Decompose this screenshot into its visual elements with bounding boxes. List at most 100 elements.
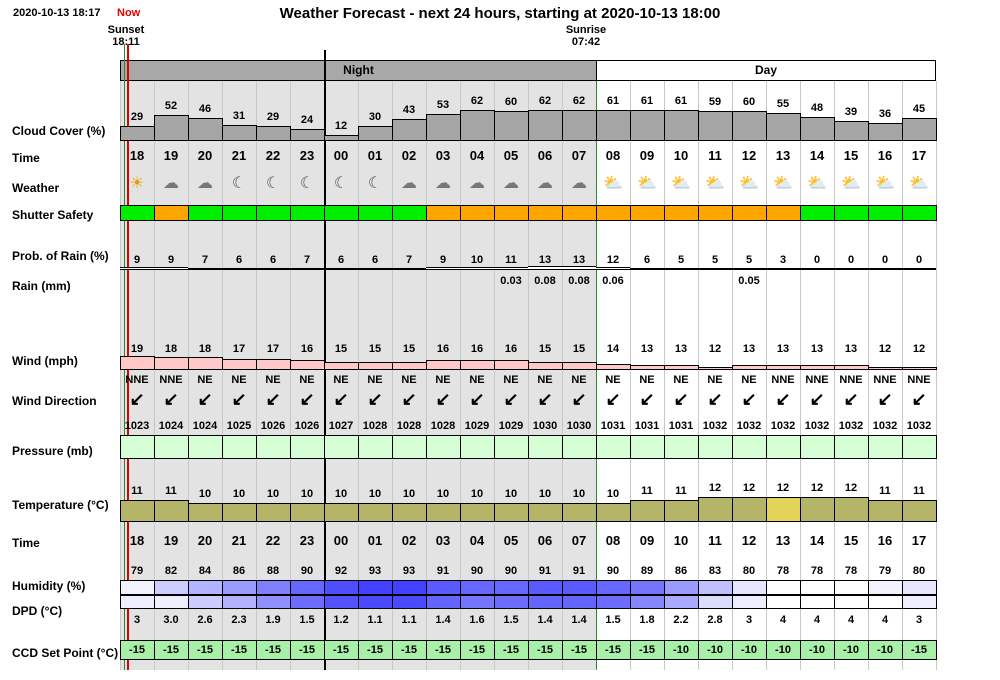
row-label-temperature: Temperature (°C) [12, 498, 109, 512]
prob-rain-value: 10 [470, 254, 484, 266]
prob-rain-value: 3 [779, 254, 787, 266]
cloud-cover-bar [596, 110, 631, 141]
cloud-cover-bar [902, 118, 937, 141]
wind-value: 15 [402, 343, 416, 355]
pressure-bar [902, 435, 937, 459]
temperature-bar [324, 503, 359, 522]
pressure-value: 1032 [906, 420, 932, 432]
wind-bar [120, 356, 155, 370]
pressure-bar [562, 435, 597, 459]
cloud-cover-value: 48 [810, 102, 824, 114]
wind-bar [698, 367, 733, 370]
wind-bar [358, 362, 393, 370]
humidity-value: 79 [878, 565, 892, 577]
temperature-bar [188, 503, 223, 522]
temperature-bar [494, 503, 529, 522]
column-divider [630, 81, 631, 670]
cloud-cover-bar [630, 110, 665, 141]
ccd-setpoint-value: -10 [809, 644, 825, 656]
temperature-bar [664, 500, 699, 522]
pressure-bar [188, 435, 223, 459]
wind-value: 13 [776, 343, 790, 355]
ccd-setpoint-value: -15 [571, 644, 587, 656]
ccd-setpoint-value: -15 [333, 644, 349, 656]
wind-direction-value: NE [605, 374, 621, 386]
wind-direction-value: NE [231, 374, 247, 386]
sunset-time: 18:11 [112, 36, 140, 48]
column-divider [256, 81, 257, 670]
dpd-cell [596, 595, 631, 609]
pressure-value: 1026 [294, 420, 320, 432]
ccd-setpoint-value: -15 [605, 644, 621, 656]
row-label-cloud: Cloud Cover (%) [12, 124, 106, 138]
moon-icon: ☾ [367, 175, 383, 192]
wind-bar [902, 367, 937, 370]
dpd-value: 1.9 [265, 614, 281, 626]
shutter-safety-cell [460, 205, 495, 221]
column-divider [732, 81, 733, 670]
shutter-safety-cell [222, 205, 257, 221]
temperature-bar [732, 497, 767, 522]
wind-direction-value: NE [435, 374, 451, 386]
cloud-cover-bar [868, 123, 903, 141]
dpd-cell [154, 595, 189, 609]
partly-cloudy-sun-icon: ⛅ [875, 175, 895, 192]
cloud-cover-value: 55 [776, 98, 790, 110]
temperature-value: 12 [776, 482, 790, 494]
partly-cloudy-moon-icon: ☁ [435, 175, 451, 192]
dpd-cell [528, 595, 563, 609]
temperature-value: 11 [641, 485, 653, 497]
humidity-value: 78 [844, 565, 858, 577]
pressure-bar [834, 435, 869, 459]
prob-rain-value: 7 [303, 254, 311, 266]
time-label: 09 [639, 533, 655, 548]
cloud-cover-bar [154, 115, 189, 141]
wind-arrow-icon: ↙ [843, 389, 859, 409]
time-label: 06 [537, 533, 553, 548]
prob-rain-bar [426, 267, 460, 269]
day-band: Day [596, 60, 936, 81]
row-label-pressure: Pressure (mb) [12, 444, 93, 458]
pressure-bar [800, 435, 835, 459]
prob-rain-value: 11 [505, 254, 517, 266]
wind-direction-value: NE [741, 374, 757, 386]
ccd-setpoint-value: -15 [435, 644, 451, 656]
wind-direction-value: NE [639, 374, 655, 386]
wind-bar [630, 365, 665, 370]
wind-arrow-icon: ↙ [707, 389, 723, 409]
temperature-value: 10 [232, 488, 246, 500]
dpd-cell [290, 595, 325, 609]
column-divider [800, 81, 801, 670]
prob-rain-value: 0 [847, 254, 855, 266]
wind-direction-value: NE [571, 374, 587, 386]
wind-value: 15 [538, 343, 552, 355]
temperature-value: 10 [436, 488, 450, 500]
humidity-cell [766, 580, 801, 595]
time-label: 12 [741, 148, 757, 163]
temperature-value: 11 [879, 485, 891, 497]
wind-value: 16 [436, 343, 450, 355]
temperature-bar [698, 497, 733, 522]
cloud-cover-bar [426, 114, 461, 141]
time-label: 23 [299, 148, 315, 163]
cloud-cover-bar [494, 111, 529, 141]
cloud-cover-value: 36 [878, 108, 892, 120]
prob-rain-bar [222, 268, 256, 269]
time-label: 03 [435, 148, 451, 163]
time-label: 03 [435, 533, 451, 548]
time-label: 18 [129, 533, 145, 548]
time-label: 07 [571, 148, 587, 163]
temperature-value: 10 [198, 488, 212, 500]
time-label: 08 [605, 148, 621, 163]
dpd-cell [698, 595, 733, 609]
cloud-cover-value: 62 [538, 95, 552, 107]
dpd-value: 1.5 [503, 614, 519, 626]
pressure-value: 1032 [736, 420, 762, 432]
temperature-value: 11 [913, 485, 925, 497]
row-label-wind-dir: Wind Direction [12, 394, 97, 408]
prob-rain-value: 5 [677, 254, 685, 266]
cloud-cover-bar [528, 110, 563, 141]
cloud-cover-value: 46 [198, 103, 212, 115]
pressure-bar [154, 435, 189, 459]
wind-arrow-icon: ↙ [367, 389, 383, 409]
